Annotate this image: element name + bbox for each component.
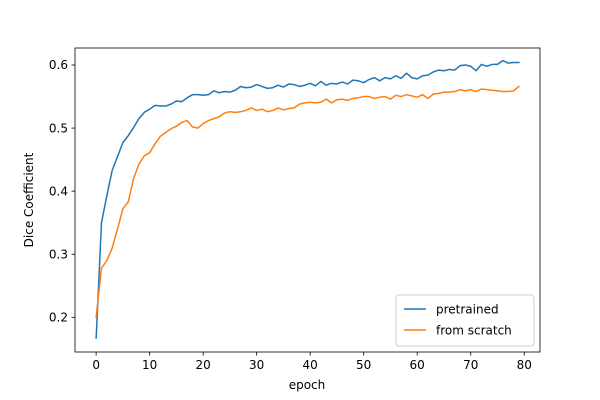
x-tick-label: 10 (142, 358, 157, 372)
y-tick-label: 0.6 (49, 58, 68, 72)
x-tick-label: 70 (463, 358, 478, 372)
x-tick-label: 20 (196, 358, 211, 372)
axes: 0 10 20 30 40 50 60 70 80 0.2 0.3 0.4 0.5 0.6 (49, 47, 541, 372)
y-tick-label: 0.3 (49, 247, 68, 261)
y-axis-label: Dice Coefficient (22, 152, 36, 247)
plot-frame (74, 47, 541, 353)
x-tick-label: 40 (303, 358, 318, 372)
x-tick-label: 0 (92, 358, 100, 372)
x-tick-label: 60 (410, 358, 425, 372)
legend-box (395, 294, 535, 347)
legend: pretrained from scratch (395, 294, 535, 347)
x-tick-label: 80 (517, 358, 532, 372)
legend-label-from-scratch: from scratch (436, 324, 512, 338)
plot-lines (95, 59, 520, 339)
x-axis-label: epoch (289, 378, 326, 392)
series-line-pretrained (95, 59, 520, 339)
x-tick-label: 30 (249, 358, 264, 372)
legend-label-pretrained: pretrained (436, 303, 499, 317)
y-tick-label: 0.5 (49, 121, 68, 135)
series-line-from-scratch (95, 85, 520, 319)
y-tick-label: 0.2 (49, 311, 68, 325)
y-tick-label: 0.4 (49, 184, 68, 198)
x-tick-label: 50 (356, 358, 371, 372)
